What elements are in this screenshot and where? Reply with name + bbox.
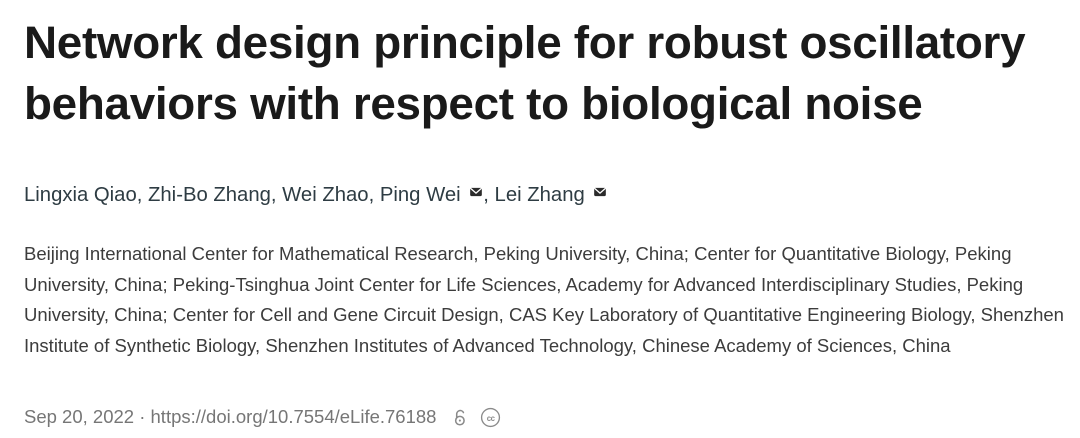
svg-text:cc: cc <box>486 414 495 423</box>
